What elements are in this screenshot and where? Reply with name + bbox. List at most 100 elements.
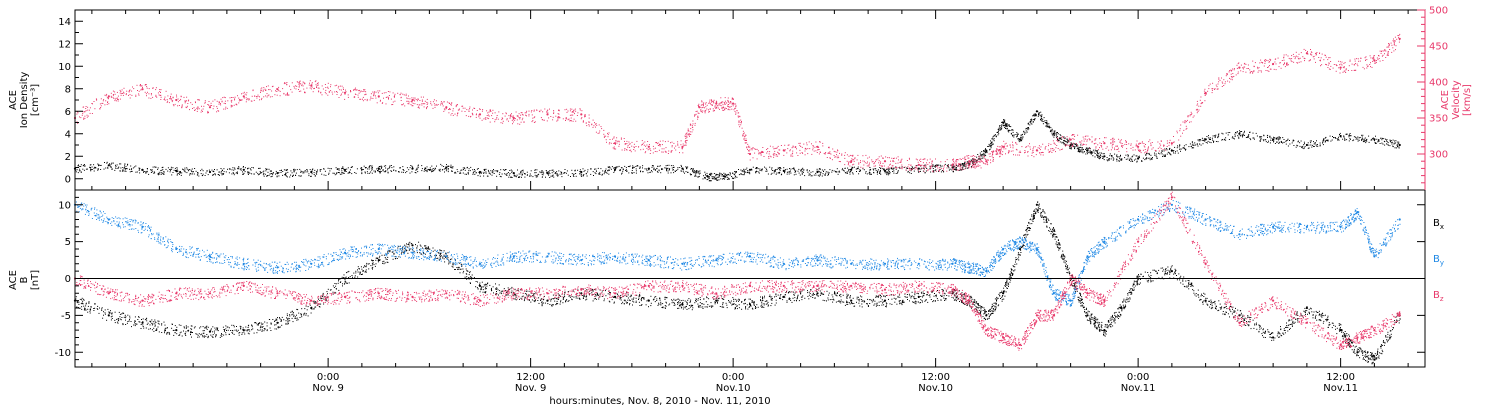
- scatter-dot: [1029, 124, 1031, 126]
- scatter-dot: [508, 174, 510, 176]
- scatter-dot: [831, 169, 833, 171]
- scatter-dot: [1398, 146, 1400, 148]
- scatter-dot: [1191, 144, 1193, 146]
- scatter-dot: [1393, 143, 1395, 145]
- scatter-dot: [931, 160, 933, 162]
- scatter-dot: [940, 161, 942, 163]
- scatter-dot: [970, 162, 972, 164]
- scatter-dot: [208, 101, 210, 102]
- scatter-dot: [841, 154, 843, 156]
- scatter-dot: [764, 166, 765, 168]
- scatter-dot: [557, 174, 559, 176]
- data-point: [478, 113, 482, 116]
- scatter-dot: [975, 160, 977, 162]
- scatter-dot: [734, 107, 736, 109]
- scatter-dot: [910, 164, 912, 166]
- scatter-dot: [193, 107, 195, 109]
- scatter-dot: [1027, 151, 1029, 153]
- scatter-dot: [1090, 152, 1092, 154]
- scatter-dot: [455, 106, 457, 108]
- scatter-dot: [851, 160, 853, 162]
- scatter-dot: [744, 142, 746, 144]
- scatter-dot: [646, 144, 648, 146]
- scatter-dot: [779, 169, 780, 171]
- scatter-dot: [724, 104, 726, 105]
- scatter-dot: [768, 156, 769, 158]
- scatter-dot: [947, 165, 949, 167]
- scatter-dot: [1116, 158, 1118, 160]
- scatter-dot: [314, 87, 315, 89]
- scatter-dot: [87, 106, 89, 108]
- scatter-dot: [973, 157, 974, 159]
- scatter-dot: [1003, 119, 1005, 120]
- scatter-dot: [1387, 144, 1389, 146]
- scatter-dot: [691, 174, 692, 176]
- scatter-dot: [154, 172, 156, 174]
- scatter-dot: [491, 174, 493, 176]
- scatter-dot: [701, 101, 703, 103]
- scatter-dot: [286, 84, 288, 86]
- scatter-dot: [409, 167, 411, 169]
- scatter-dot: [89, 112, 91, 114]
- scatter-dot: [1041, 152, 1042, 154]
- scatter-dot: [601, 128, 603, 130]
- scatter-dot: [1038, 112, 1040, 114]
- scatter-dot: [595, 173, 597, 175]
- scatter-dot: [976, 162, 978, 164]
- scatter-dot: [98, 164, 100, 166]
- scatter-dot: [981, 160, 983, 162]
- scatter-dot: [1375, 143, 1377, 144]
- scatter-dot: [683, 171, 684, 173]
- scatter-dot: [1009, 144, 1011, 146]
- scatter-dot: [677, 143, 679, 145]
- scatter-dot: [665, 165, 667, 167]
- scatter-dot: [538, 173, 540, 175]
- scatter-dot: [888, 168, 889, 170]
- scatter-dot: [956, 169, 958, 171]
- scatter-dot: [993, 138, 995, 140]
- scatter-dot: [1102, 141, 1104, 143]
- scatter-dot: [242, 166, 244, 168]
- scatter-dot: [705, 102, 707, 104]
- scatter-dot: [523, 121, 525, 123]
- scatter-dot: [375, 95, 376, 97]
- scatter-dot: [960, 159, 962, 160]
- scatter-dot: [434, 106, 436, 108]
- scatter-dot: [1107, 160, 1109, 162]
- scatter-dot: [329, 170, 331, 172]
- scatter-dot: [286, 169, 288, 170]
- scatter-dot: [744, 136, 746, 138]
- scatter-dot: [819, 141, 820, 143]
- scatter-dot: [771, 168, 773, 170]
- scatter-dot: [437, 104, 439, 105]
- scatter-dot: [522, 173, 523, 175]
- scatter-dot: [430, 103, 432, 105]
- scatter-dot: [630, 149, 632, 151]
- scatter-dot: [176, 168, 178, 170]
- scatter-dot: [474, 108, 476, 109]
- scatter-dot: [1204, 93, 1206, 95]
- scatter-dot: [212, 108, 214, 110]
- scatter-dot: [947, 166, 949, 168]
- scatter-dot: [1169, 139, 1171, 141]
- scatter-dot: [342, 167, 344, 169]
- scatter-dot: [125, 169, 127, 171]
- scatter-dot: [618, 143, 620, 145]
- scatter-dot: [487, 114, 489, 116]
- scatter-dot: [1024, 133, 1026, 135]
- scatter-dot: [191, 171, 193, 173]
- scatter-dot: [687, 128, 689, 130]
- scatter-dot: [1110, 142, 1112, 144]
- scatter-dot: [269, 96, 271, 98]
- scatter-dot: [886, 167, 888, 169]
- scatter-dot: [150, 169, 152, 171]
- scatter-dot: [1118, 150, 1120, 152]
- scatter-dot: [1362, 134, 1364, 136]
- scatter-dot: [1322, 141, 1324, 143]
- scatter-dot: [332, 172, 334, 174]
- scatter-dot: [1033, 156, 1035, 158]
- scatter-dot: [680, 144, 682, 146]
- scatter-dot: [698, 176, 700, 178]
- scatter-dot: [1017, 133, 1019, 135]
- scatter-dot: [648, 168, 650, 170]
